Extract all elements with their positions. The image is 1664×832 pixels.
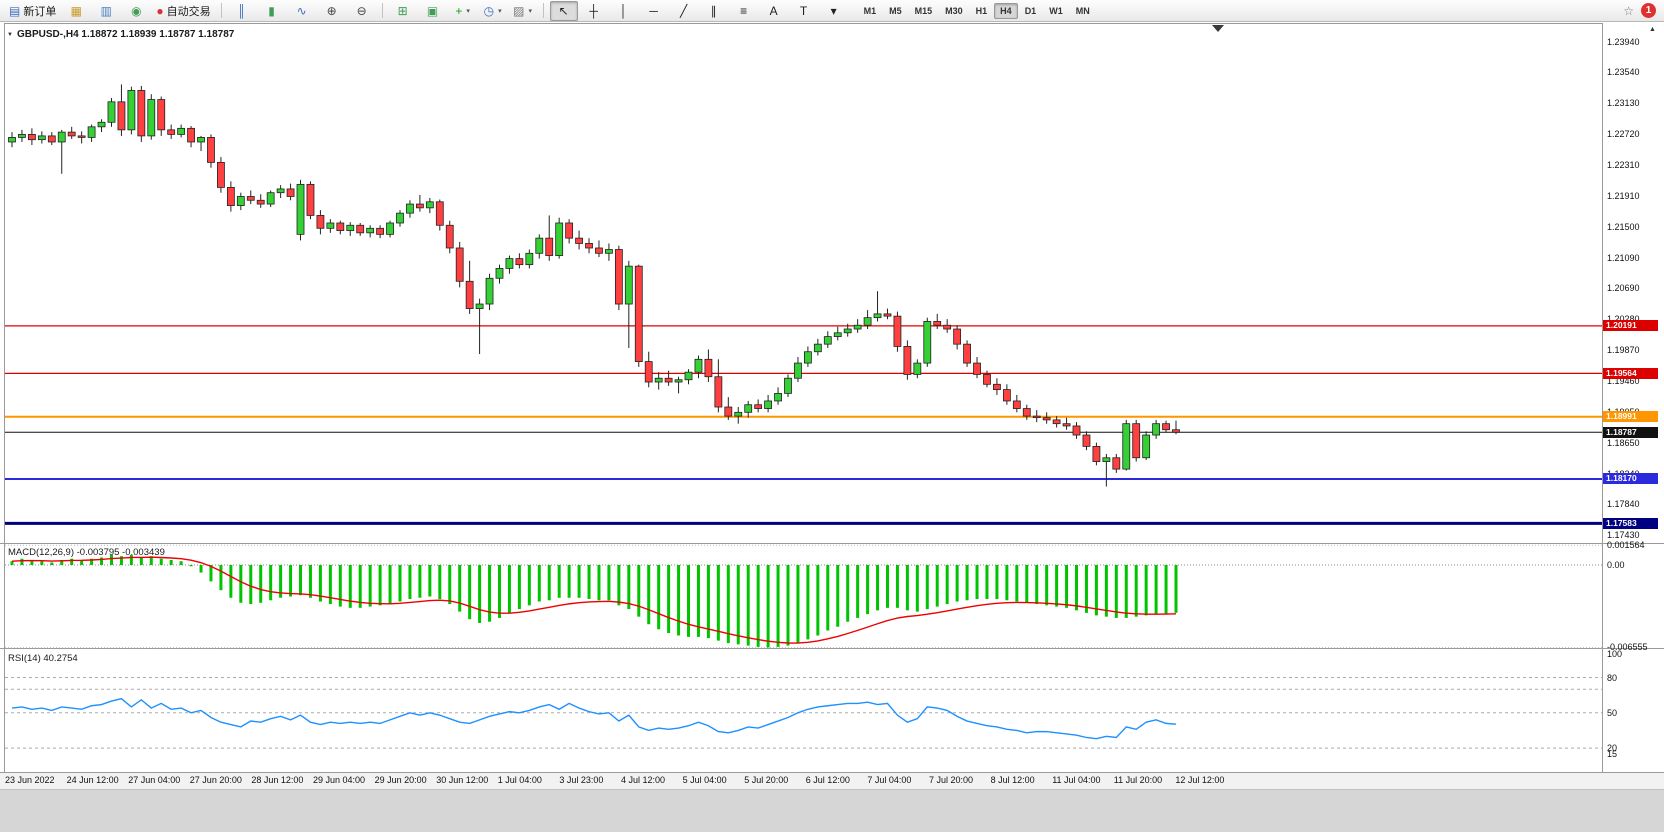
zoom-in-icon[interactable]: ⊕ xyxy=(318,1,346,21)
tile-windows-icon[interactable]: ⊞ xyxy=(389,1,417,21)
vertical-line-icon[interactable]: │ xyxy=(610,1,638,21)
tile-windows-icon: ⊞ xyxy=(397,3,408,18)
navigator-icon[interactable]: ◉ xyxy=(122,1,150,21)
crosshair-icon: ┼ xyxy=(589,3,598,18)
zoom-out-icon[interactable]: ⊖ xyxy=(348,1,376,21)
trendline-icon[interactable]: ╱ xyxy=(670,1,698,21)
label-icon: T xyxy=(799,3,808,18)
new-chart-icon: ▣ xyxy=(426,3,439,18)
new-order-button-label: 新订单 xyxy=(23,5,57,18)
dropdown-caret-icon: ▾ xyxy=(498,7,502,15)
indicators-icon[interactable]: + ▾ xyxy=(449,1,477,21)
toolbar-separator xyxy=(381,3,383,18)
horizontal-line-icon[interactable]: ─ xyxy=(640,1,668,21)
text-icon[interactable]: A xyxy=(760,1,788,21)
chart-profiles-icon[interactable]: ▦ xyxy=(62,1,90,21)
autotrading-icon: ● xyxy=(156,3,164,18)
timeframe-w1[interactable]: W1 xyxy=(1049,5,1063,16)
time-axis-strip xyxy=(0,773,1664,790)
favorites-star-icon[interactable]: ☆ xyxy=(1623,3,1634,18)
shapes-dropdown-icon: ▾ xyxy=(830,3,837,18)
candlestick-type-icon: ▮ xyxy=(268,3,275,18)
timeframe-m1[interactable]: M1 xyxy=(863,5,877,16)
timeframe-m5[interactable]: M5 xyxy=(889,5,902,16)
toolbar-separator xyxy=(220,3,222,18)
timeframe-m15[interactable]: M15 xyxy=(914,5,933,16)
shapes-dropdown-icon[interactable]: ▾ xyxy=(820,1,848,21)
channel-icon: ∥ xyxy=(710,3,717,18)
dropdown-caret-icon: ▾ xyxy=(528,7,533,15)
periods-icon[interactable]: ◷ ▾ xyxy=(479,1,507,21)
notification-badge[interactable]: 1 xyxy=(1641,3,1656,18)
dropdown-caret-icon: ▾ xyxy=(466,7,470,15)
timeframe-group: M1 M5 M15 M30 H1 H4 D1 W1 MN xyxy=(858,2,1096,19)
horizontal-line-icon: ─ xyxy=(649,3,658,18)
autotrading-button-label: 自动交易 xyxy=(166,5,211,18)
toolbar: ▤ 新订单 ▦ ▥ ◉ ● 自动交易 ║ ▮ ∿ ⊕ ⊖ ⊞ ▣ + ▾ ◷ ▾ ▨ ▾ ↖ ┼ │ ─ ╱ ∥ ≡ A T ▾ M1 M5 M… xyxy=(0,0,1664,22)
bottom-strip xyxy=(0,790,1664,832)
cursor-icon: ↖ xyxy=(558,3,569,18)
zoom-out-icon: ⊖ xyxy=(356,3,367,18)
zoom-in-icon: ⊕ xyxy=(326,3,337,18)
channel-icon[interactable]: ∥ xyxy=(700,1,728,21)
toolbar-right: ☆ 1 xyxy=(1623,3,1659,18)
autotrading-button[interactable]: ● 自动交易 xyxy=(152,1,214,21)
bar-chart-type-icon[interactable]: ║ xyxy=(228,1,256,21)
timeframe-h1[interactable]: H1 xyxy=(975,5,988,16)
fibonacci-icon: ≡ xyxy=(740,3,748,18)
new-chart-icon[interactable]: ▣ xyxy=(419,1,447,21)
chart-profiles-icon: ▦ xyxy=(70,3,83,18)
candlestick-type-icon[interactable]: ▮ xyxy=(258,1,286,21)
chart-canvas[interactable] xyxy=(0,22,1664,773)
templates-icon[interactable]: ▨ ▾ xyxy=(509,1,537,21)
new-order-icon: ▤ xyxy=(9,3,21,18)
vertical-line-icon: │ xyxy=(619,3,628,18)
navigator-icon: ◉ xyxy=(131,3,142,18)
timeframe-mn[interactable]: MN xyxy=(1075,5,1090,16)
indicators-icon: + xyxy=(455,3,463,18)
timeframe-h4[interactable]: H4 xyxy=(994,2,1018,19)
data-window-icon: ▥ xyxy=(100,3,113,18)
line-chart-type-icon: ∿ xyxy=(296,3,307,18)
text-icon: A xyxy=(769,3,778,18)
fibonacci-icon[interactable]: ≡ xyxy=(730,1,758,21)
data-window-icon[interactable]: ▥ xyxy=(92,1,120,21)
chart-window: ▼ GBPUSD-,H4 1.18872 1.18939 1.18787 1.1… xyxy=(0,22,1664,832)
line-chart-type-icon[interactable]: ∿ xyxy=(288,1,316,21)
bar-chart-type-icon: ║ xyxy=(237,3,246,18)
timeframe-m30[interactable]: M30 xyxy=(945,5,963,16)
cursor-icon[interactable]: ↖ xyxy=(549,0,578,21)
templates-icon: ▨ xyxy=(513,3,525,18)
toolbar-separator xyxy=(542,3,544,18)
new-order-button[interactable]: ▤ 新订单 xyxy=(5,1,60,21)
timeframe-d1[interactable]: D1 xyxy=(1024,5,1037,16)
crosshair-icon[interactable]: ┼ xyxy=(580,1,608,21)
label-icon[interactable]: T xyxy=(790,1,818,21)
trendline-icon: ╱ xyxy=(679,3,688,18)
periods-icon: ◷ xyxy=(483,3,495,18)
